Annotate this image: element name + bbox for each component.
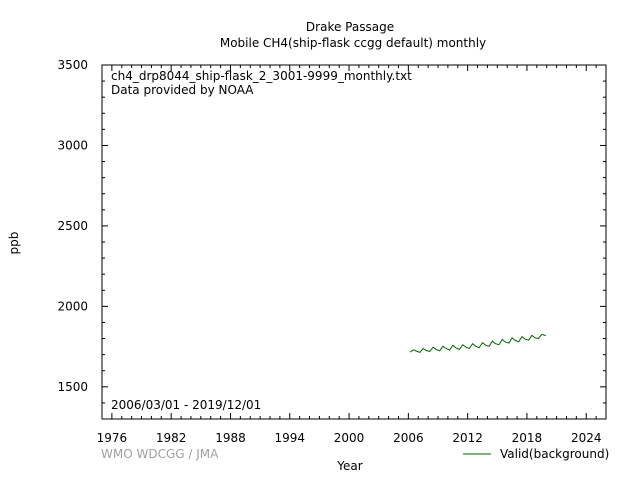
x-tick-label: 1982 [156,431,187,445]
date-range-annotation: 2006/03/01 - 2019/12/01 [111,398,262,412]
legend-label: Valid(background) [500,447,609,461]
y-axis: 1500 2000 2500 3000 3500 [57,58,606,404]
y-tick-label: 3000 [57,138,88,152]
file-name-annotation: ch4_drp8044_ship-flask_2_3001-9999_month… [111,69,412,83]
chart-title-line2: Mobile CH4(ship-flask ccgg default) mont… [219,36,487,50]
y-tick-label: 1500 [57,380,88,394]
credit-label: WMO WDCGG / JMA [101,447,219,461]
x-tick-label: 2000 [334,431,365,445]
series-layer [409,333,547,353]
x-tick-label: 2012 [452,431,483,445]
plot-border [101,64,607,420]
x-tick-label: 1994 [274,431,305,445]
data-provider-annotation: Data provided by NOAA [111,83,254,97]
x-tick-label: 1976 [97,431,128,445]
x-axis-label: Year [336,459,362,473]
y-tick-label: 3500 [57,58,88,72]
x-tick-label: 2006 [393,431,424,445]
y-tick-label: 2000 [57,299,88,313]
x-tick-label: 2018 [512,431,543,445]
y-axis-label: ppb [7,232,21,255]
x-axis: 1976 1982 1988 1994 2000 2006 2012 2018 2024 [97,65,602,445]
plot-frame [101,64,607,420]
y-tick-label: 2500 [57,219,88,233]
x-tick-label: 1988 [215,431,246,445]
legend: Valid(background) [463,447,609,461]
series-line [409,333,547,353]
x-tick-label: 2024 [571,431,602,445]
chart-title-line1: Drake Passage [305,20,395,34]
